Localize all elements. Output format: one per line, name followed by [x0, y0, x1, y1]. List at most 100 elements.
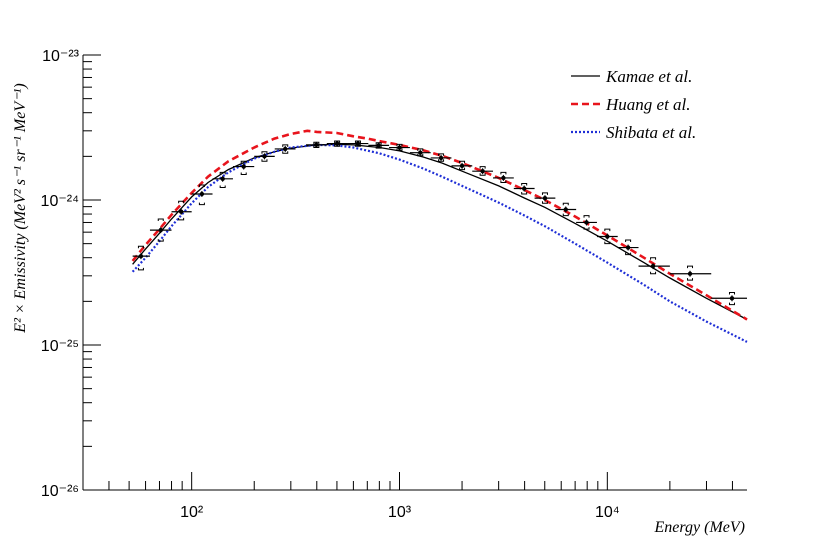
- data-points: [132, 140, 747, 306]
- data-marker: [542, 195, 548, 201]
- sys-bracket-top: [198, 184, 205, 187]
- data-point: [212, 171, 233, 188]
- sys-bracket-bottom: [219, 185, 226, 188]
- y-tick-label: 10⁻²³: [42, 48, 80, 65]
- data-marker: [283, 146, 288, 152]
- sys-bracket-top: [438, 153, 445, 156]
- x-tick-label: 10³: [388, 504, 412, 521]
- sys-bracket-top: [137, 245, 144, 249]
- data-marker: [480, 168, 485, 174]
- data-point: [472, 166, 494, 176]
- sys-bracket-bottom: [625, 252, 632, 256]
- series-line-1: [132, 143, 748, 321]
- sys-bracket-top: [459, 160, 466, 164]
- data-marker: [199, 191, 205, 197]
- sys-bracket-bottom: [459, 167, 466, 171]
- sys-bracket-bottom: [157, 239, 164, 242]
- y-tick-label: 10⁻²⁵: [41, 338, 79, 355]
- sys-bracket-bottom: [604, 241, 611, 245]
- data-point: [430, 153, 452, 162]
- sys-bracket-bottom: [541, 201, 548, 204]
- y-tick-label: 10⁻²⁶: [41, 483, 79, 500]
- data-marker: [625, 245, 631, 250]
- data-point: [555, 202, 577, 217]
- data-marker: [650, 263, 656, 269]
- data-marker: [241, 164, 246, 169]
- data-point: [409, 148, 431, 157]
- data-point: [711, 292, 747, 306]
- series-line-3: [131, 143, 748, 343]
- data-point: [493, 171, 514, 184]
- data-marker: [501, 175, 506, 181]
- sys-bracket-bottom: [417, 153, 424, 157]
- sys-bracket-bottom: [261, 159, 268, 162]
- sys-bracket-top: [219, 171, 226, 175]
- sys-bracket-top: [396, 143, 403, 147]
- data-marker: [687, 271, 693, 276]
- data-point: [347, 140, 369, 147]
- data-marker: [334, 141, 340, 146]
- data-point: [326, 140, 348, 147]
- plot-frame: [82, 55, 747, 491]
- data-marker: [220, 176, 225, 182]
- sys-bracket-bottom: [583, 227, 590, 230]
- sys-bracket-bottom: [728, 302, 735, 306]
- data-point: [451, 160, 473, 171]
- data-point: [669, 265, 712, 281]
- data-marker: [521, 186, 527, 191]
- data-point: [132, 245, 150, 271]
- sys-bracket-top: [417, 148, 424, 151]
- sys-bracket-bottom: [562, 213, 569, 217]
- data-point: [617, 239, 639, 256]
- y-tick-label: 10⁻²⁴: [41, 193, 80, 210]
- data-marker: [158, 227, 163, 233]
- data-marker: [459, 163, 465, 169]
- data-marker: [178, 209, 184, 214]
- data-point: [638, 257, 670, 275]
- data-marker: [563, 207, 568, 212]
- data-point: [576, 215, 597, 230]
- sys-bracket-top: [728, 292, 735, 295]
- data-point: [191, 184, 213, 206]
- sys-bracket-bottom: [521, 191, 528, 195]
- data-point: [306, 141, 327, 149]
- sys-bracket-bottom: [137, 267, 144, 271]
- data-point: [149, 218, 172, 242]
- legend: Kamae et al. Huang et al. Shibata et al.: [571, 67, 696, 142]
- data-point: [534, 192, 556, 204]
- sys-bracket-bottom: [687, 278, 694, 281]
- data-marker: [314, 142, 319, 148]
- sys-bracket-top: [157, 218, 164, 221]
- sys-bracket-top: [282, 144, 289, 147]
- sys-bracket-bottom: [282, 151, 289, 154]
- data-marker: [605, 234, 610, 239]
- y-axis-title: E² × Emissivity (MeV² s⁻¹ sr⁻¹ MeV⁻¹): [12, 83, 29, 333]
- x-axis-title: Energy (MeV): [654, 519, 745, 536]
- sys-bracket-bottom: [178, 217, 185, 221]
- data-marker: [584, 220, 589, 225]
- legend-label: Kamae et al.: [605, 67, 692, 86]
- series-line-2: [131, 129, 748, 321]
- x-tick-label: 10²: [180, 504, 204, 521]
- data-marker: [355, 141, 361, 146]
- data-point: [232, 160, 255, 175]
- sys-bracket-bottom: [650, 271, 657, 275]
- sys-bracket-top: [625, 239, 632, 242]
- legend-label: Huang et al.: [605, 95, 691, 114]
- sys-bracket-top: [650, 257, 657, 260]
- sys-bracket-bottom: [479, 173, 486, 176]
- data-marker: [397, 145, 402, 150]
- data-marker: [138, 253, 144, 259]
- data-point: [171, 200, 192, 221]
- data-marker: [376, 143, 381, 148]
- y-axis-ticks: 10⁻²⁶ 10⁻²⁵ 10⁻²⁴ 10⁻²³: [41, 48, 101, 500]
- data-point: [596, 228, 618, 245]
- sys-bracket-bottom: [438, 159, 445, 162]
- data-point: [368, 142, 390, 149]
- data-point: [254, 151, 275, 162]
- legend-label: Shibata et al.: [606, 123, 696, 142]
- sys-bracket-top: [604, 228, 611, 232]
- data-marker: [438, 155, 444, 161]
- model-curves: [131, 129, 748, 343]
